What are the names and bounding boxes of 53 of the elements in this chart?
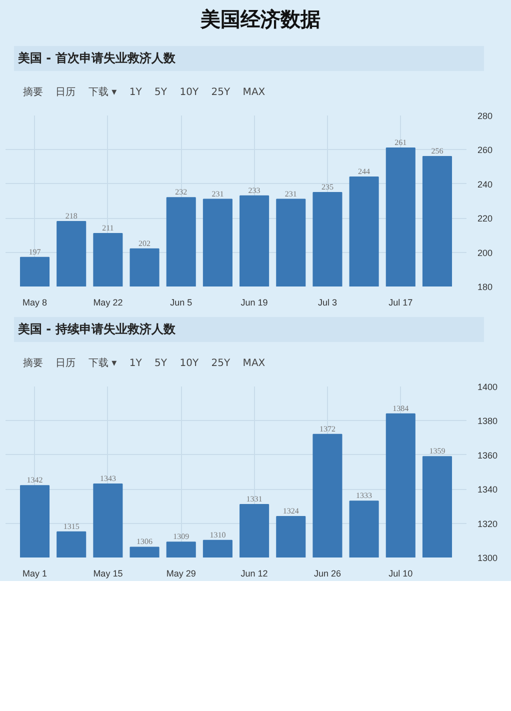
- y-tick-label: 1320: [478, 519, 498, 530]
- chart-title: 美国经济数据: [200, 6, 320, 33]
- data-label: 202: [138, 238, 151, 248]
- x-tick-label: Jun 5: [170, 297, 192, 308]
- data-label: 231: [212, 189, 224, 198]
- data-label: 1310: [210, 530, 226, 540]
- y-tick-label: 1380: [478, 416, 498, 427]
- data-label: 1343: [100, 474, 116, 484]
- x-tick-label: Jul 10: [388, 568, 413, 579]
- y-tick-label: 220: [478, 214, 493, 224]
- data-label: 1372: [319, 424, 336, 434]
- y-tick-label: 1340: [478, 485, 498, 496]
- data-label: 256: [431, 146, 444, 156]
- data-label: 218: [65, 212, 78, 221]
- x-tick-label: Jun 12: [240, 568, 268, 579]
- data-label: 1331: [246, 494, 262, 504]
- text: 摘要 日历 下载 ▾ 1Y 5Y 10Y 25Y MAX: [23, 358, 266, 370]
- data-label: 1359: [429, 447, 446, 456]
- y-tick-label: 180: [478, 282, 493, 292]
- data-label: 1333: [356, 491, 372, 500]
- x-tick-label: May 1: [22, 568, 48, 579]
- data-label: 1384: [392, 404, 409, 414]
- data-label: 1324: [282, 506, 299, 516]
- y-tick-label: 260: [478, 145, 493, 156]
- y-tick-label: 1360: [478, 450, 498, 461]
- y-tick-label: 240: [478, 179, 493, 190]
- y-tick-label: 280: [478, 110, 493, 121]
- chart-subtitle: 美国 - 首次申请失业救济人数: [18, 50, 176, 67]
- chart-subtitle: 美国 - 持续申请失业救济人数: [18, 320, 176, 338]
- y-tick-label: 1300: [478, 553, 498, 564]
- text: 摘要 日历 下载 ▾ 1Y 5Y 10Y 25Y MAX: [23, 86, 266, 98]
- data-label: 261: [394, 138, 407, 147]
- x-tick-label: May 8: [22, 297, 48, 308]
- data-label: 211: [102, 223, 114, 232]
- x-tick-label: Jun 26: [314, 568, 341, 579]
- x-tick-label: Jun 19: [240, 297, 268, 308]
- x-tick-label: Jul 17: [388, 297, 413, 308]
- x-tick-label: May 22: [93, 297, 123, 308]
- data-label: 197: [28, 247, 41, 256]
- data-label: 1342: [26, 476, 43, 486]
- data-label: 231: [284, 189, 297, 198]
- x-tick-label: May 15: [93, 568, 123, 579]
- data-label: 232: [175, 188, 188, 197]
- data-label: 233: [248, 186, 260, 195]
- data-label: 235: [321, 182, 334, 192]
- data-label: 1306: [136, 538, 153, 547]
- x-tick-label: Jul 3: [318, 297, 337, 308]
- x-tick-label: May 29: [166, 568, 196, 579]
- data-label: 244: [358, 167, 370, 176]
- y-tick-label: 200: [478, 248, 493, 258]
- data-label: 1309: [173, 532, 190, 542]
- y-tick-label: 1400: [478, 382, 498, 392]
- data-label: 1315: [63, 522, 80, 532]
